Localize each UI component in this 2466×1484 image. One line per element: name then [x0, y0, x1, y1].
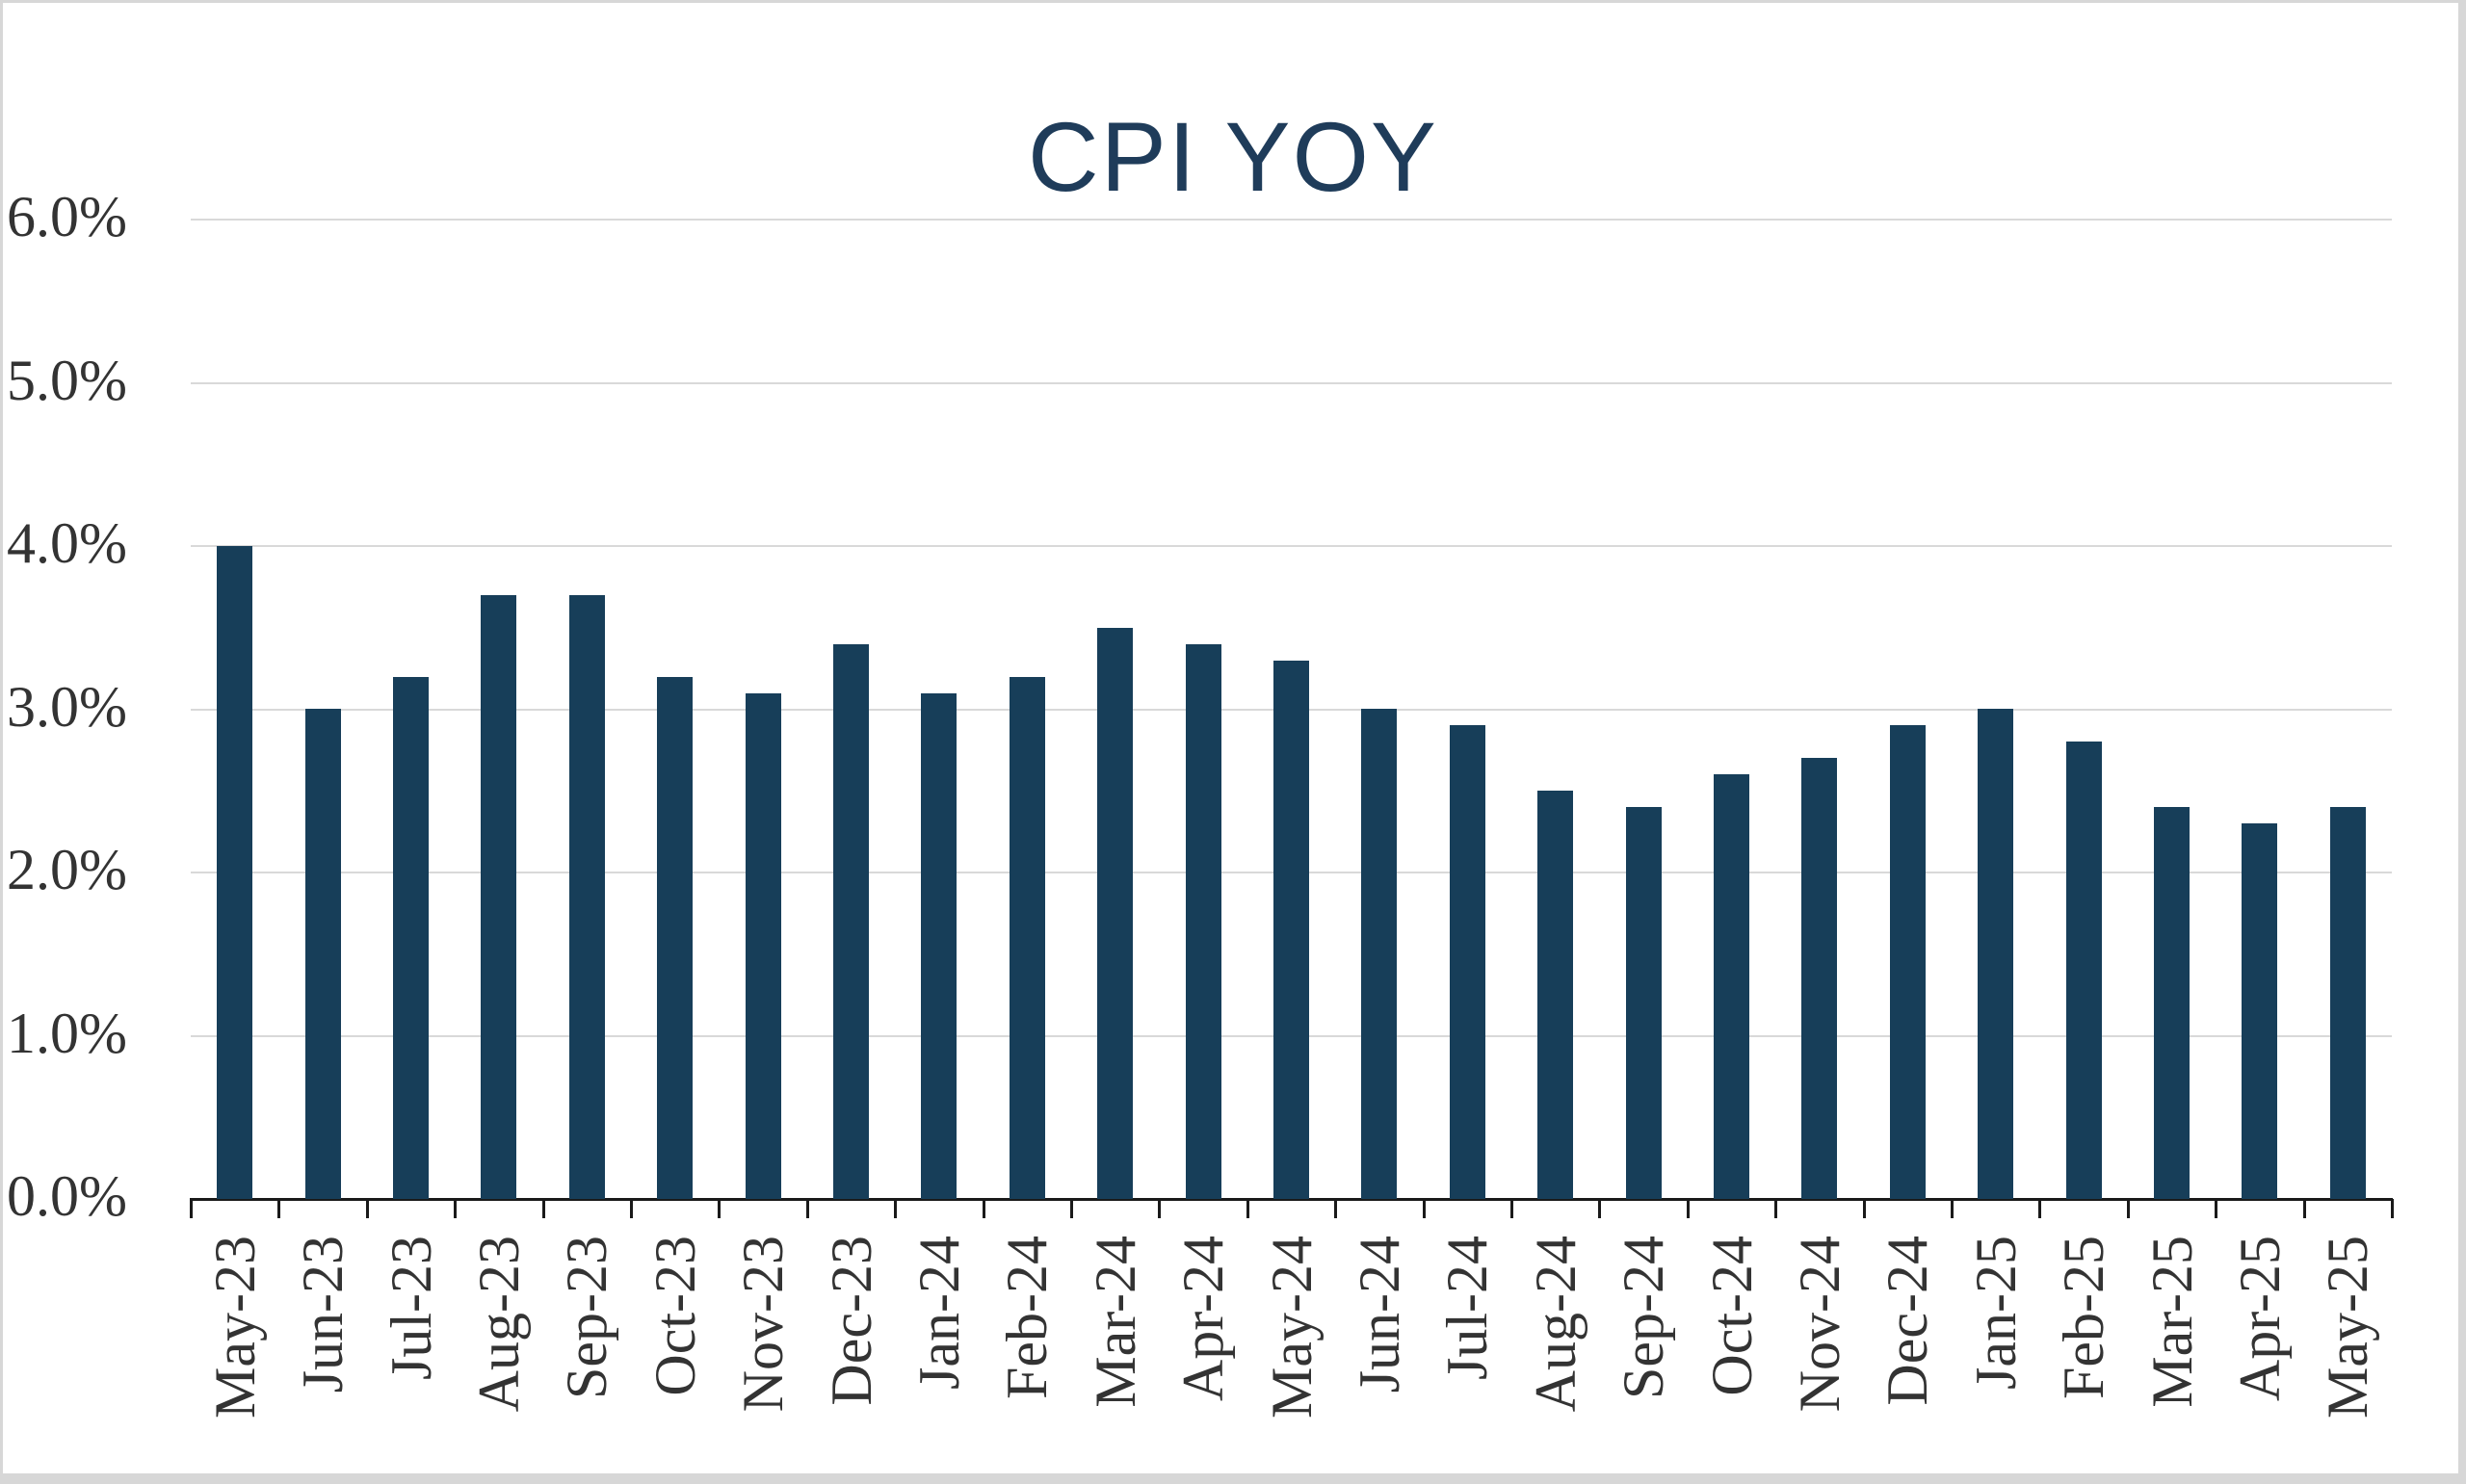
axis-tick	[277, 1199, 280, 1218]
x-axis-label: Sep-23	[555, 1236, 619, 1399]
axis-tick	[454, 1199, 457, 1218]
x-axis-label: Jan-25	[1963, 1236, 2028, 1390]
x-axis-label: May-24	[1259, 1236, 1324, 1419]
axis-tick	[1423, 1199, 1426, 1218]
bar-May-24	[1273, 661, 1309, 1199]
x-axis-label: Jul-24	[1435, 1236, 1500, 1380]
bar-Nov-24	[1801, 758, 1838, 1199]
x-axis-label: Oct-23	[643, 1236, 707, 1396]
bar-May-25	[2329, 807, 2366, 1199]
axis-tick	[2127, 1199, 2130, 1218]
y-axis-label: 6.0%	[7, 185, 127, 248]
axis-tick	[366, 1199, 369, 1218]
axis-tick	[2215, 1199, 2217, 1218]
bar-Oct-24	[1714, 774, 1749, 1199]
x-axis-label: Jun-24	[1347, 1236, 1411, 1393]
axis-tick	[894, 1199, 897, 1218]
x-axis-label: May-25	[2316, 1236, 2380, 1419]
axis-tick	[1598, 1199, 1601, 1218]
x-axis-label: Apr-25	[2227, 1236, 2292, 1402]
bar-Nov-23	[745, 693, 781, 1199]
bar-Aug-23	[481, 595, 517, 1199]
plot-area	[190, 219, 2394, 1218]
x-axis-label: Feb-24	[995, 1236, 1060, 1399]
x-axis-label: Nov-23	[731, 1236, 796, 1413]
bar-Jun-23	[304, 709, 341, 1199]
axis-tick	[1510, 1199, 1513, 1218]
bar-Apr-25	[2242, 823, 2278, 1199]
y-axis-label: 1.0%	[7, 1001, 127, 1065]
x-axis-label: May-23	[202, 1236, 267, 1419]
chart-title: CPI YOY	[1028, 102, 1438, 212]
bar-Jan-24	[921, 693, 958, 1199]
axis-tick	[630, 1199, 633, 1218]
axis-tick	[2391, 1199, 2394, 1218]
y-axis-label: 0.0%	[7, 1164, 127, 1228]
x-axis-label: Jan-24	[906, 1236, 971, 1390]
axis-tick	[1158, 1199, 1161, 1218]
frame-border-bottom	[0, 1473, 2466, 1484]
x-axis-label: Dec-24	[1876, 1236, 1940, 1406]
bar-Apr-24	[1185, 644, 1221, 1199]
axis-tick	[806, 1199, 809, 1218]
x-axis-line	[190, 1198, 2393, 1201]
bar-Dec-24	[1889, 725, 1926, 1199]
y-axis-label: 4.0%	[7, 511, 127, 575]
axis-tick	[1774, 1199, 1777, 1218]
x-axis-label: Mar-25	[2139, 1236, 2204, 1408]
bar-Oct-23	[657, 677, 694, 1199]
axis-tick	[983, 1199, 985, 1218]
bar-May-23	[217, 546, 253, 1199]
axis-tick	[718, 1199, 721, 1218]
frame-border-top	[0, 0, 2466, 3]
y-axis-label: 3.0%	[7, 674, 127, 739]
axis-tick	[1070, 1199, 1073, 1218]
y-axis-label: 2.0%	[7, 838, 127, 901]
axis-tick	[2303, 1199, 2306, 1218]
y-axis-label: 5.0%	[7, 348, 127, 412]
x-axis-label: Jun-23	[291, 1236, 355, 1393]
bar-Feb-25	[2065, 742, 2102, 1199]
bar-Feb-24	[1009, 677, 1045, 1199]
x-axis-label: Oct-24	[1699, 1236, 1764, 1396]
x-axis-label: Aug-24	[1523, 1236, 1587, 1413]
x-axis-label: Sep-24	[1612, 1236, 1676, 1399]
bar-Aug-24	[1537, 791, 1574, 1199]
bar-Jan-25	[1978, 709, 2014, 1199]
axis-tick	[1687, 1199, 1690, 1218]
axis-tick	[1951, 1199, 1954, 1218]
x-axis-label: Aug-23	[466, 1236, 531, 1413]
bar-Jun-24	[1361, 709, 1398, 1199]
frame-border-right	[2458, 0, 2466, 1484]
frame-border-left	[0, 0, 3, 1484]
axis-tick	[2038, 1199, 2041, 1218]
axis-tick	[542, 1199, 545, 1218]
x-axis-label: Jul-23	[379, 1236, 443, 1380]
x-axis-label: Feb-25	[2052, 1236, 2116, 1399]
axis-tick	[1334, 1199, 1337, 1218]
x-axis-label: Dec-23	[819, 1236, 883, 1406]
gridline	[191, 545, 2392, 547]
axis-tick	[190, 1199, 193, 1218]
axis-tick	[1246, 1199, 1249, 1218]
x-axis-label: Apr-24	[1171, 1236, 1236, 1402]
x-axis-label: Nov-24	[1787, 1236, 1851, 1413]
bar-Mar-24	[1097, 628, 1134, 1199]
x-axis-label: Mar-24	[1083, 1236, 1147, 1408]
bar-Mar-25	[2154, 807, 2190, 1199]
bar-Jul-24	[1449, 725, 1485, 1199]
gridline	[191, 381, 2392, 384]
bar-Sep-24	[1625, 807, 1662, 1199]
bar-Jul-23	[393, 677, 429, 1199]
axis-tick	[1863, 1199, 1866, 1218]
gridline	[191, 219, 2392, 221]
bar-Sep-23	[568, 595, 605, 1199]
bar-Dec-23	[833, 644, 869, 1199]
